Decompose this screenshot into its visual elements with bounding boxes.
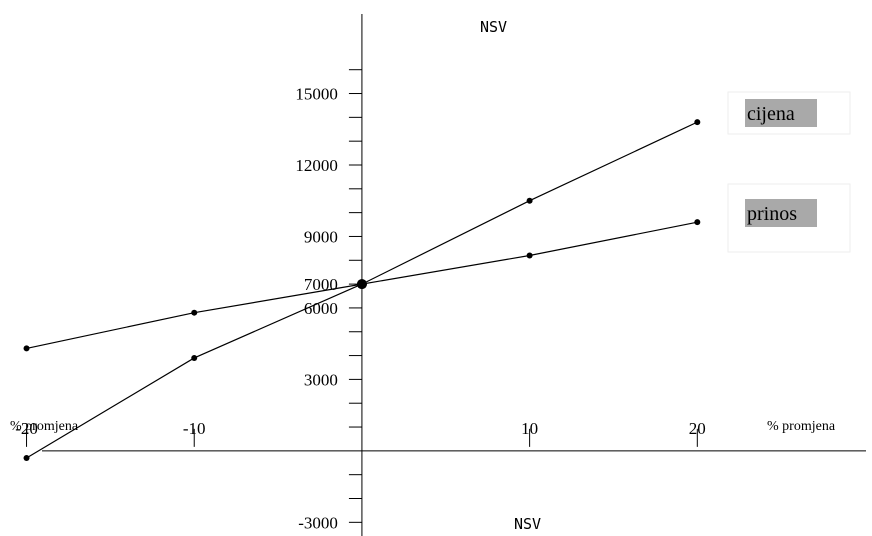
data-point-cijena xyxy=(191,354,198,361)
series-label-prinos: prinos xyxy=(747,203,797,225)
label-box-prinos xyxy=(745,199,817,227)
y-tick-label: 9000 xyxy=(304,227,338,246)
y-tick-label: 6000 xyxy=(304,299,338,318)
series-lines xyxy=(23,119,701,462)
data-point-cijena xyxy=(526,197,533,204)
data-point-prinos xyxy=(694,219,701,226)
chart-labels: NSV NSV % promjena % promjena xyxy=(10,18,836,533)
label-frame-cijena xyxy=(727,91,851,135)
y-tick-label: 3000 xyxy=(304,370,338,389)
data-point-prinos xyxy=(23,345,30,352)
x-tick-label: -10 xyxy=(183,419,206,438)
y-tick-label: 12000 xyxy=(295,156,338,175)
x-tick-label: 10 xyxy=(521,419,538,438)
label-box-cijena xyxy=(745,99,817,127)
series-label-cijena: cijena xyxy=(747,103,795,125)
x-axis-label-left: % promjena xyxy=(10,419,79,434)
x-axis-label-right: % promjena xyxy=(767,419,836,434)
axes: -20 -10 10 2015000120009000700060003000-300… xyxy=(15,14,866,536)
y-axis-label-top: NSV xyxy=(480,18,507,36)
data-point-prinos xyxy=(191,309,198,316)
x-tick-label: -20 xyxy=(15,419,38,438)
series-labels: cijena prinos xyxy=(727,91,851,253)
y-tick-label: 15000 xyxy=(295,85,338,104)
data-point-prinos xyxy=(526,252,533,259)
data-point-prinos xyxy=(356,279,367,290)
data-point-cijena xyxy=(23,455,30,462)
label-frame-prinos xyxy=(727,183,851,253)
data-point-cijena xyxy=(694,119,701,126)
y-axis-label-bottom: NSV xyxy=(514,515,541,533)
y-tick-label: -3000 xyxy=(298,513,338,532)
x-tick-label: 20 xyxy=(689,419,706,438)
